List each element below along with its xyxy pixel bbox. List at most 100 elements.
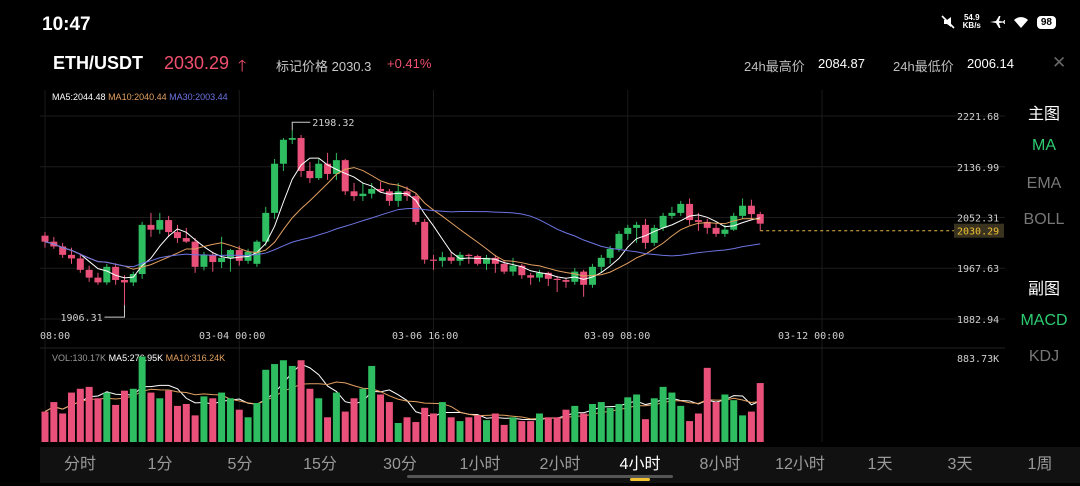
candle — [544, 272, 552, 279]
candle — [491, 257, 499, 264]
volume-bar — [703, 367, 711, 442]
volume-ma5-line — [44, 363, 761, 421]
volume-bar — [182, 403, 190, 442]
volume-bar — [394, 422, 402, 442]
interval-tab[interactable]: 分时 — [63, 456, 96, 473]
volume-bar — [59, 413, 67, 442]
low-annotation: 1906.31 — [60, 313, 102, 324]
volume-bar — [85, 386, 93, 442]
trading-pair[interactable]: ETH/USDT — [53, 53, 143, 73]
candle — [465, 254, 473, 257]
candle — [385, 191, 393, 201]
volume-bar — [297, 360, 305, 442]
candle — [483, 257, 490, 264]
interval-tab[interactable]: 3天 — [947, 456, 973, 473]
candle — [509, 265, 517, 272]
candle — [606, 248, 614, 258]
volume-bar — [747, 411, 755, 442]
candle — [288, 137, 296, 140]
volume-bar — [50, 402, 58, 442]
candle — [76, 258, 84, 270]
volume-bar — [191, 415, 199, 442]
volume-bar — [156, 398, 164, 442]
candle — [430, 259, 438, 261]
volume-bar — [209, 398, 217, 442]
volume-bar — [430, 413, 438, 442]
indicator-ma[interactable]: MA — [1032, 137, 1056, 154]
interval-tab[interactable]: 30分 — [383, 456, 417, 473]
indicator-kdj[interactable]: KDJ — [1028, 348, 1060, 365]
volume-bar — [218, 392, 226, 442]
airplane-icon — [989, 16, 1005, 28]
volume-bar — [147, 392, 155, 442]
ma10-legend: MA10:2040.44 — [108, 92, 167, 102]
low-24h-value: 2006.14 — [967, 56, 1014, 71]
volume-bar — [615, 403, 623, 442]
interval-tab[interactable]: 12小时 — [775, 456, 825, 473]
main-chart-title: 主图 — [1027, 106, 1060, 123]
volume-bar — [527, 421, 535, 442]
candle — [633, 224, 641, 228]
candle — [712, 227, 720, 234]
volume-bar — [509, 417, 517, 442]
candle — [739, 205, 747, 216]
price-up-arrow-icon: 🡑 — [238, 58, 247, 75]
indicator-ema[interactable]: EMA — [1026, 175, 1062, 192]
candle — [120, 280, 128, 283]
interval-tab[interactable]: 1天 — [867, 456, 893, 473]
candle — [182, 238, 190, 242]
volume-bar — [518, 421, 526, 442]
candle — [412, 196, 420, 222]
candle — [368, 188, 376, 194]
vol-ma10-legend: MA10:316.24K — [165, 353, 226, 363]
candle — [668, 212, 676, 216]
candle — [456, 254, 464, 261]
interval-tab[interactable]: 15分 — [303, 456, 337, 473]
volume-bar — [244, 417, 252, 442]
interval-tab[interactable]: 1小时 — [459, 456, 501, 473]
volume-bar — [377, 394, 385, 442]
home-indicator[interactable] — [407, 475, 673, 478]
candle — [615, 233, 623, 249]
volume-bar — [553, 417, 561, 442]
interval-tab[interactable]: 8小时 — [699, 456, 741, 473]
candle — [694, 220, 702, 222]
close-icon[interactable]: ✕ — [1052, 53, 1067, 72]
interval-tab[interactable]: 4小时 — [600, 447, 680, 483]
volume-bar — [571, 405, 579, 442]
low-annotation-line — [104, 305, 125, 318]
volume-bar — [332, 392, 340, 442]
volume-ma10-line — [44, 381, 761, 420]
volume-bar — [580, 413, 588, 442]
candle — [191, 241, 199, 267]
volume-legend: VOL:130.17K MA5:276.95K MA10:316.24K — [52, 353, 225, 363]
volume-bar — [686, 421, 694, 442]
high-annotation: 2198.32 — [312, 118, 354, 129]
high-annotation-line — [291, 121, 311, 131]
volume-bar — [456, 421, 464, 442]
candle — [421, 221, 429, 260]
candle — [59, 246, 67, 255]
volume-bar — [412, 422, 420, 442]
interval-tab[interactable]: 1分 — [147, 456, 173, 473]
interval-tab[interactable]: 5分 — [227, 456, 253, 473]
interval-tab[interactable]: 2小时 — [539, 456, 581, 473]
indicator-macd[interactable]: MACD — [1020, 312, 1068, 329]
candle — [686, 203, 694, 221]
ma5-line — [44, 157, 761, 280]
status-time: 10:47 — [42, 14, 91, 35]
candle — [297, 137, 305, 171]
interval-tab[interactable]: 1周 — [1027, 456, 1053, 473]
candle — [147, 224, 155, 230]
price-axis-label: 1967.63 — [957, 264, 999, 275]
candle — [359, 193, 367, 197]
volume-bar — [677, 405, 685, 442]
low-24h-label: 24h最低价 — [893, 59, 954, 74]
ma30-line — [44, 207, 761, 268]
candle — [438, 257, 446, 261]
volume-bar — [739, 415, 747, 442]
volume-bar — [288, 365, 296, 442]
volume-bar — [756, 383, 764, 442]
indicator-boll[interactable]: BOLL — [1023, 211, 1065, 228]
